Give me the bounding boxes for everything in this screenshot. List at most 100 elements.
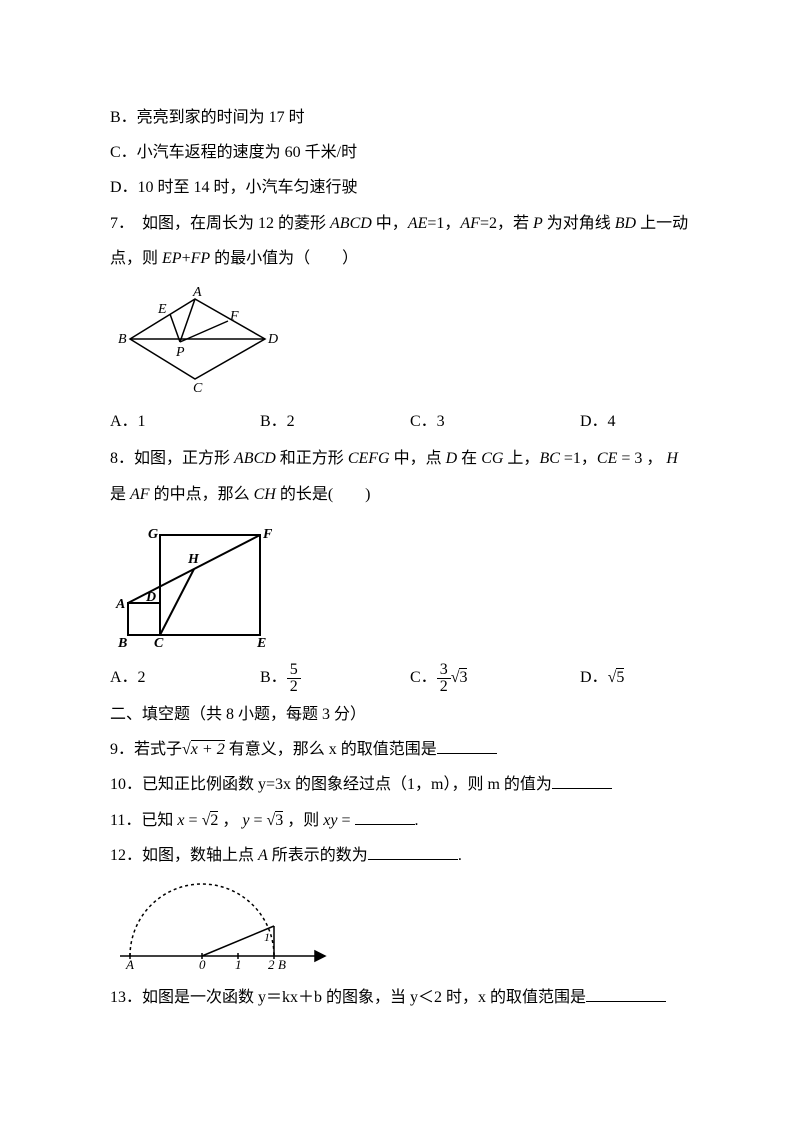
q7-abcd: ABCD xyxy=(330,215,372,232)
section2-heading: 二、填空题（共 8 小题，每题 3 分） xyxy=(110,697,690,732)
q10-text: 10．已知正比例函数 y=3x 的图象经过点（1，m），则 m 的值为 xyxy=(110,776,552,793)
q7-opt-d: D．4 xyxy=(580,403,680,441)
q8-label-e: E xyxy=(256,636,266,650)
q9: 9．若式子√x + 2 有意义，那么 x 的取值范围是 xyxy=(110,732,690,767)
q12-suffix: 所表示的数为 xyxy=(268,847,368,864)
q10-blank xyxy=(552,772,612,789)
q8-eq1: =1， xyxy=(560,450,597,467)
q7-mid2: 为对角线 xyxy=(543,215,615,232)
q8-c-prefix: C． xyxy=(410,669,437,686)
q8-label-b: B xyxy=(117,636,127,650)
q10: 10．已知正比例函数 y=3x 的图象经过点（1，m），则 m 的值为 xyxy=(110,767,690,802)
q12-label-a: A xyxy=(125,957,134,971)
q8-mid1: 和正方形 xyxy=(276,450,348,467)
q8-af2: AF xyxy=(130,486,150,503)
q12-label-2: 2 xyxy=(268,957,275,971)
q7-label-c: C xyxy=(193,381,203,394)
q8-label-h: H xyxy=(187,552,200,567)
q8-label-f: F xyxy=(262,527,273,542)
q8-label-d: D xyxy=(145,590,156,605)
q9-blank xyxy=(437,737,497,754)
q8-b-prefix: B． xyxy=(260,669,287,686)
q7-label-a: A xyxy=(192,285,202,300)
q7-p: P xyxy=(533,215,543,232)
q7-diagram: A B C D E F P xyxy=(110,284,690,399)
q11-comma: ， xyxy=(218,812,242,829)
q12-label-0: 0 xyxy=(199,957,206,971)
q7-options: A．1 B．2 C．3 D．4 xyxy=(110,403,690,441)
q11-x: x xyxy=(177,812,184,829)
q8-cg: CG xyxy=(481,450,503,467)
q11-mid: ，则 xyxy=(283,812,323,829)
q8-opt-a: A．2 xyxy=(110,659,260,697)
q11-eq2: = xyxy=(249,812,266,829)
q7-opt-b: B．2 xyxy=(260,403,410,441)
q8-abcd: ABCD xyxy=(234,450,276,467)
q7-label-b: B xyxy=(118,332,127,347)
q7-eq1: =1， xyxy=(427,215,460,232)
option-d: D．10 时至 14 时，小汽车匀速行驶 xyxy=(110,170,690,205)
q8-bc: BC xyxy=(539,450,559,467)
q8-options: A．2 B．52 C．32√3 D．√5 xyxy=(110,659,690,697)
q7-label-p: P xyxy=(175,345,185,360)
q12-label-1: 1 xyxy=(235,957,242,971)
q8-opt-d: D．√5 xyxy=(580,659,680,697)
q11-period: . xyxy=(415,812,419,829)
q7-opt-c: C．3 xyxy=(410,403,580,441)
option-b: B．亮亮到家的时间为 17 时 xyxy=(110,100,690,135)
q11-blank xyxy=(355,808,415,825)
q11-eq1: = xyxy=(185,812,202,829)
q12-blank xyxy=(368,843,458,860)
q7-mid1: 中， xyxy=(372,215,408,232)
q8-opt-c: C．32√3 xyxy=(410,659,580,697)
q8-c-rad: 3 xyxy=(459,668,467,686)
q8-label-c: C xyxy=(154,636,164,650)
q7-l2-prefix: 点，则 xyxy=(110,250,162,267)
q8-eq2: = 3 ， xyxy=(617,450,666,467)
q8-b-den: 2 xyxy=(287,679,301,695)
q8-mid2: 中，点 xyxy=(390,450,446,467)
q8-prefix: 8．如图，正方形 xyxy=(110,450,234,467)
q8-opt-b: B．52 xyxy=(260,659,410,697)
q8-label-g: G xyxy=(148,527,158,542)
q7-ae: AE xyxy=(408,215,428,232)
q7-af: AF xyxy=(460,215,480,232)
q7-ep: EP xyxy=(162,250,182,267)
q12: 12．如图，数轴上点 A 所表示的数为. xyxy=(110,838,690,873)
q7-label-d: D xyxy=(267,332,278,347)
q7-l2-suffix: 的最小值为（ ） xyxy=(210,250,358,267)
q12-diagram: A 0 1 2 B 1 xyxy=(110,881,690,976)
q7-line2: 点，则 EP+FP 的最小值为（ ） xyxy=(110,241,690,276)
q11: 11．已知 x = √2 ， y = √3 ，则 xy = . xyxy=(110,803,690,838)
q9-prefix: 9．若式子 xyxy=(110,741,182,758)
q7-prefix: 7． 如图，在周长为 12 的菱形 xyxy=(110,215,330,232)
q7-opt-a: A．1 xyxy=(110,403,260,441)
q8-d-prefix: D． xyxy=(580,669,608,686)
option-c: C．小汽车返程的速度为 60 千米/时 xyxy=(110,135,690,170)
q9-suffix: 有意义，那么 x 的取值范围是 xyxy=(225,741,437,758)
q7-label-f: F xyxy=(229,309,239,324)
q12-label-v1: 1 xyxy=(264,930,270,944)
q7-eq2: =2，若 xyxy=(480,215,533,232)
q13-blank xyxy=(586,985,666,1002)
q8-diagram: A B C D E F G H xyxy=(110,520,690,655)
q8-line1: 8．如图，正方形 ABCD 和正方形 CEFG 中，点 D 在 CG 上，BC … xyxy=(110,441,690,476)
q8-h: H xyxy=(666,450,678,467)
q8-l2-suffix: 的长是( ) xyxy=(276,486,371,503)
q8-d: D xyxy=(446,450,458,467)
q7-fp: FP xyxy=(191,250,211,267)
q8-b-num: 5 xyxy=(287,662,301,679)
q12-label-b: B xyxy=(278,957,286,971)
q12-a: A xyxy=(258,847,268,864)
q8-mid3: 在 xyxy=(457,450,481,467)
q8-label-a: A xyxy=(115,597,125,612)
q13: 13．如图是一次函数 y＝kx＋b 的图象，当 y＜2 时，x 的取值范围是 xyxy=(110,980,690,1015)
q8-c-num: 3 xyxy=(437,662,451,679)
q8-mid5: 的中点，那么 xyxy=(150,486,254,503)
q7-suffix1: 上一动 xyxy=(636,215,688,232)
q7-bd: BD xyxy=(615,215,636,232)
q8-cefg: CEFG xyxy=(348,450,390,467)
exam-page: B．亮亮到家的时间为 17 时 C．小汽车返程的速度为 60 千米/时 D．10… xyxy=(0,0,800,1132)
q8-line2: 是 AF 的中点，那么 CH 的长是( ) xyxy=(110,477,690,512)
q8-mid4: 上， xyxy=(503,450,539,467)
